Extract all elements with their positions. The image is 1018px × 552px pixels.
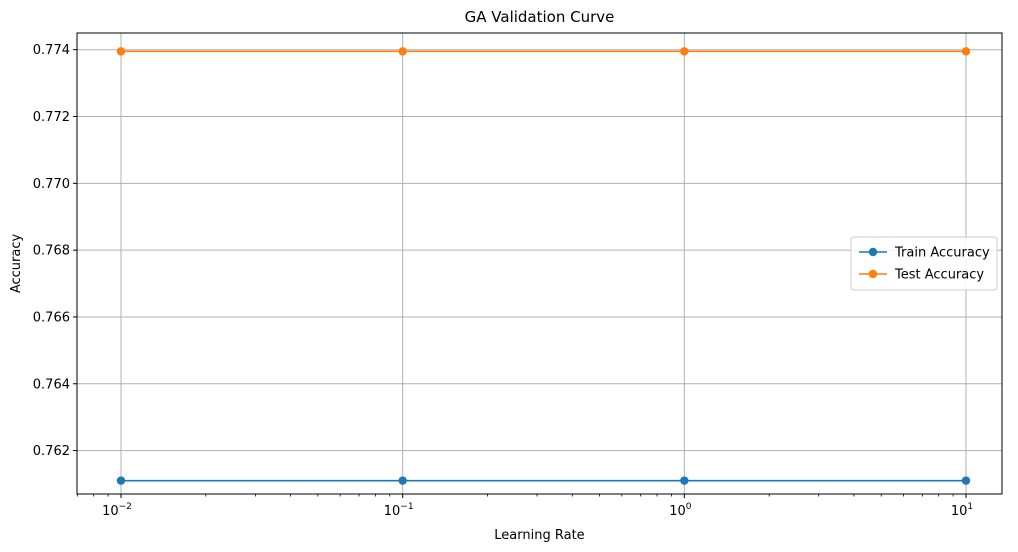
x-tick-exponent: 1 xyxy=(967,502,973,512)
data-point-test xyxy=(116,47,126,56)
x-tick-base: 10 xyxy=(384,504,401,519)
data-point-test xyxy=(961,47,971,56)
x-tick-label: 100 xyxy=(669,502,692,519)
x-axis-ticks: 10−2 10−1 100 101 xyxy=(76,494,973,519)
x-tick-base: 10 xyxy=(951,504,968,519)
y-axis-label: Accuracy xyxy=(9,234,24,294)
legend-label: Train Accuracy xyxy=(894,246,990,261)
legend-label: Test Accuracy xyxy=(894,268,984,283)
y-tick-label: 0.774 xyxy=(33,43,70,58)
x-tick-exponent: −2 xyxy=(119,502,132,512)
x-tick-label: 101 xyxy=(951,502,973,519)
plot-area-frame xyxy=(76,32,1003,495)
chart-title: GA Validation Curve xyxy=(465,8,615,26)
data-point-test xyxy=(398,47,407,56)
y-tick-label: 0.764 xyxy=(33,377,70,392)
x-tick-label: 10−2 xyxy=(102,502,132,519)
data-point-train xyxy=(398,476,407,485)
y-tick-label: 0.770 xyxy=(33,177,70,192)
y-axis-ticks: 0.762 0.764 0.766 0.768 0.770 0.772 0.774 xyxy=(33,43,77,459)
y-tick-label: 0.768 xyxy=(33,244,70,259)
y-tick-label: 0.772 xyxy=(33,110,70,125)
x-tick-exponent: −1 xyxy=(400,502,413,512)
legend-box xyxy=(850,236,998,291)
y-tick-label: 0.766 xyxy=(33,310,70,325)
legend-entry-train: Train Accuracy xyxy=(859,246,990,261)
x-tick-base: 10 xyxy=(669,504,686,519)
x-tick-exponent: 0 xyxy=(686,502,692,512)
data-point-train xyxy=(116,476,126,485)
x-tick-label: 10−1 xyxy=(384,502,414,519)
data-point-train xyxy=(961,476,971,485)
data-point-test xyxy=(680,47,689,56)
data-point-train xyxy=(680,476,689,485)
x-tick-base: 10 xyxy=(102,504,119,519)
y-tick-label: 0.762 xyxy=(33,444,70,459)
grid xyxy=(77,33,1002,494)
legend: Train Accuracy Test Accuracy xyxy=(850,236,998,291)
legend-marker xyxy=(868,269,878,279)
legend-marker xyxy=(868,247,878,257)
x-axis-label: Learning Rate xyxy=(494,528,584,543)
legend-entry-test: Test Accuracy xyxy=(859,268,984,283)
series-layer xyxy=(116,47,971,485)
